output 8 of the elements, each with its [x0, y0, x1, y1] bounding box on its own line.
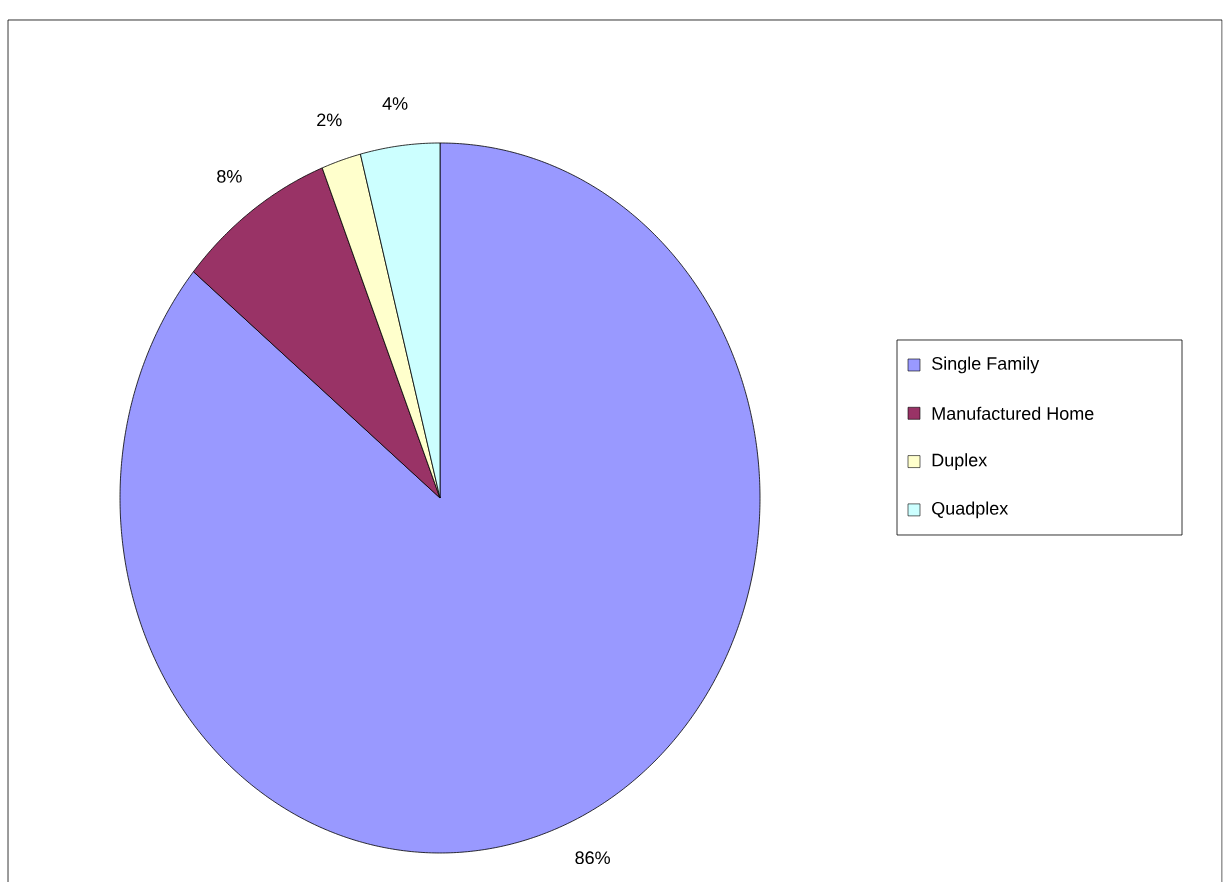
legend-label: Single Family: [932, 356, 1040, 374]
legend-label: Duplex: [932, 453, 988, 470]
legend-label: Quadplex: [932, 501, 1009, 519]
data-label: 8%: [217, 169, 242, 183]
data-label: 2%: [317, 113, 342, 126]
legend-label: Manufactured Home: [932, 406, 1094, 420]
data-label: 86%: [575, 851, 610, 864]
data-label: 4%: [382, 97, 408, 110]
